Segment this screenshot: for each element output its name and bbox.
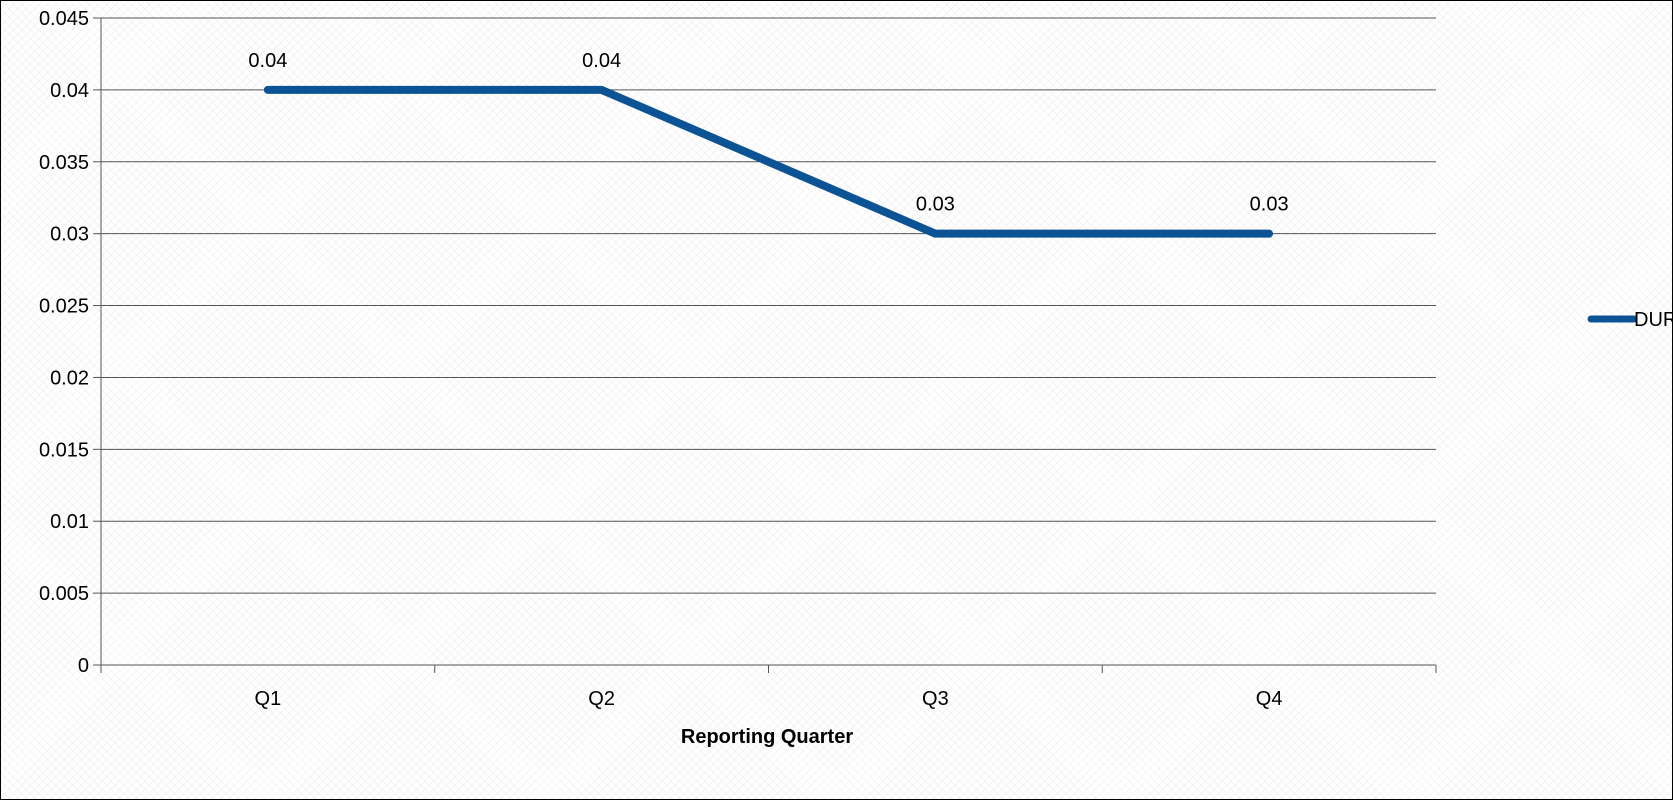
x-tick-label-q4: Q4 <box>1256 688 1283 710</box>
y-tick-label-2: 0.01 <box>50 511 89 533</box>
data-label-q3: 0.03 <box>916 194 955 216</box>
y-tick-label-1: 0.005 <box>39 583 89 605</box>
y-tick-label-7: 0.035 <box>39 152 89 174</box>
x-tick-label-q3: Q3 <box>922 688 949 710</box>
y-tick-labels: 0 0.005 0.01 0.015 0.02 0.025 0.03 0.035 0.04 0.0… <box>39 8 89 677</box>
y-tick-label-3: 0.015 <box>39 439 89 461</box>
gridlines <box>101 18 1436 593</box>
data-labels: 0.04 0.04 0.03 0.03 <box>248 50 1288 216</box>
y-tick-label-0: 0 <box>78 655 89 677</box>
axes <box>93 18 1436 673</box>
y-tick-label-6: 0.03 <box>50 224 89 246</box>
y-tick-label-5: 0.025 <box>39 296 89 318</box>
x-axis-title: Reporting Quarter <box>681 726 853 748</box>
data-label-q2: 0.04 <box>582 50 621 72</box>
x-tick-label-q1: Q1 <box>255 688 282 710</box>
y-tick-label-4: 0.02 <box>50 367 89 389</box>
legend-label-dur: DUR <box>1634 309 1673 331</box>
x-tick-labels: Q1 Q2 Q3 Q4 <box>255 688 1283 710</box>
data-label-q1: 0.04 <box>248 50 287 72</box>
data-label-q4: 0.03 <box>1250 194 1289 216</box>
legend: DUR <box>1591 309 1673 331</box>
y-tick-label-9: 0.045 <box>39 8 89 30</box>
y-tick-label-8: 0.04 <box>50 80 89 102</box>
x-tick-label-q2: Q2 <box>588 688 615 710</box>
